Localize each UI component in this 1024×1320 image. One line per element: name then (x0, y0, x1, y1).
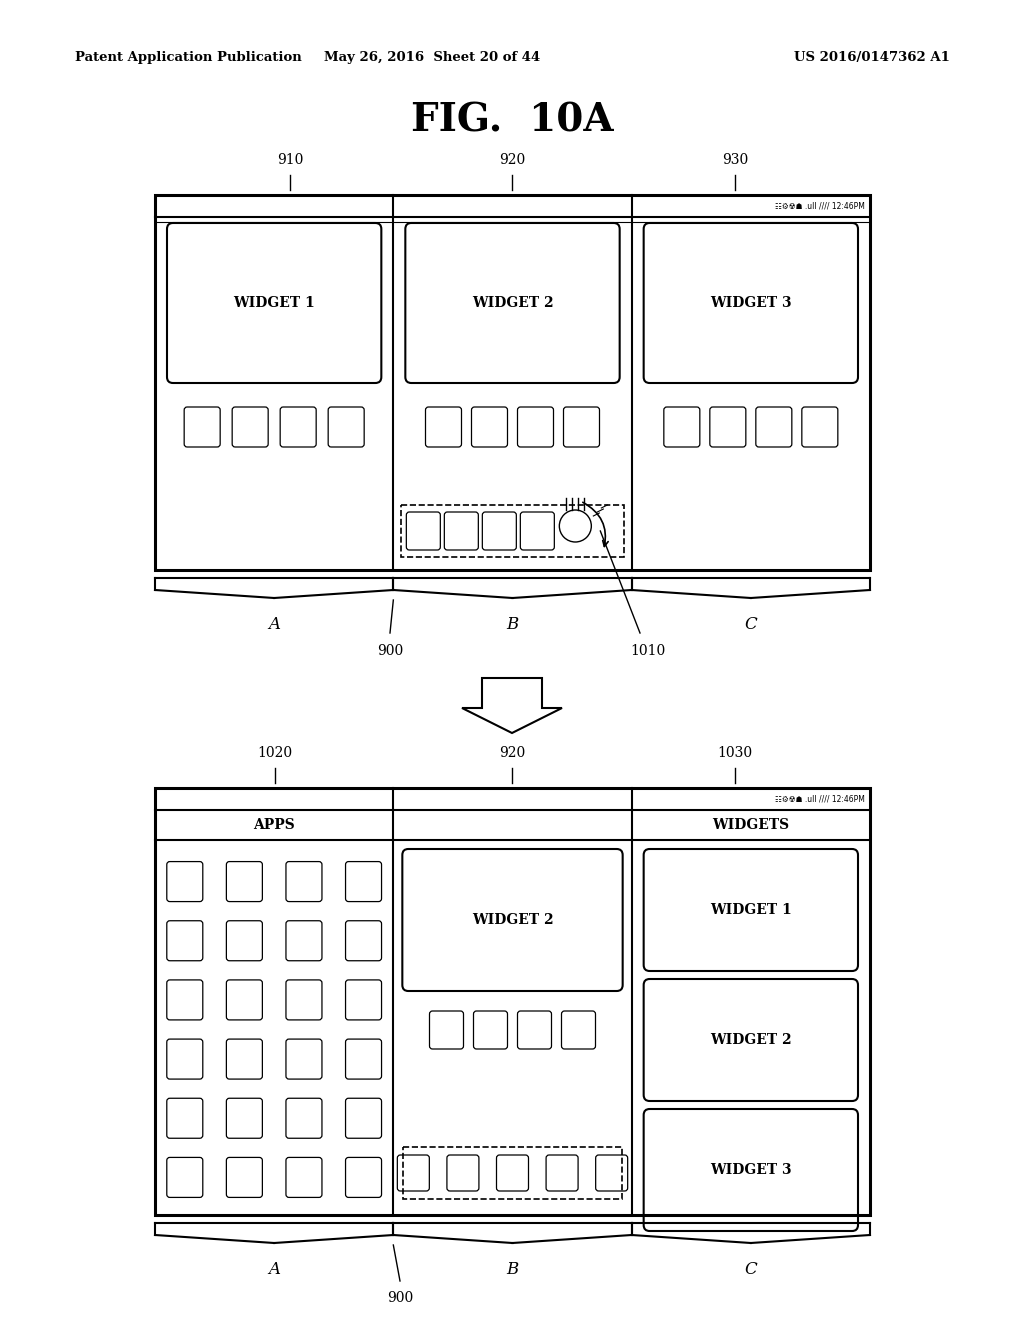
Text: WIDGET 2: WIDGET 2 (472, 913, 553, 927)
Text: B: B (506, 616, 518, 634)
Text: WIDGET 1: WIDGET 1 (233, 296, 315, 310)
Text: 910: 910 (276, 153, 303, 168)
Text: 930: 930 (722, 153, 749, 168)
Text: May 26, 2016  Sheet 20 of 44: May 26, 2016 Sheet 20 of 44 (324, 50, 540, 63)
Bar (155, 788, 870, 1214)
Text: WIDGETS: WIDGETS (713, 818, 790, 832)
Text: WIDGET 3: WIDGET 3 (710, 1163, 792, 1177)
Text: US 2016/0147362 A1: US 2016/0147362 A1 (795, 50, 950, 63)
Bar (155, 195, 870, 570)
Text: WIDGET 1: WIDGET 1 (710, 903, 792, 917)
Text: 1010: 1010 (631, 644, 666, 657)
Text: Patent Application Publication: Patent Application Publication (75, 50, 302, 63)
Text: ☷⚙☢☗ .ull //// 12:46PM: ☷⚙☢☗ .ull //// 12:46PM (775, 795, 865, 804)
Text: 1030: 1030 (718, 746, 753, 760)
Text: A: A (268, 1261, 280, 1278)
Text: 920: 920 (499, 746, 525, 760)
Text: ☷⚙☢☗ .ull //// 12:46PM: ☷⚙☢☗ .ull //// 12:46PM (775, 202, 865, 210)
Text: 900: 900 (377, 644, 403, 657)
Text: APPS: APPS (253, 818, 295, 832)
Text: WIDGET 3: WIDGET 3 (710, 296, 792, 310)
Text: A: A (268, 616, 280, 634)
Text: WIDGET 2: WIDGET 2 (710, 1034, 792, 1047)
Text: 900: 900 (387, 1291, 413, 1305)
Bar (401, 506, 624, 557)
Text: 1020: 1020 (257, 746, 293, 760)
Text: FIG.  10A: FIG. 10A (411, 102, 613, 139)
Text: B: B (506, 1261, 518, 1278)
Text: 920: 920 (499, 153, 525, 168)
Text: C: C (744, 616, 758, 634)
Text: WIDGET 2: WIDGET 2 (472, 296, 553, 310)
Text: C: C (744, 1261, 758, 1278)
Bar (403, 1147, 622, 1199)
